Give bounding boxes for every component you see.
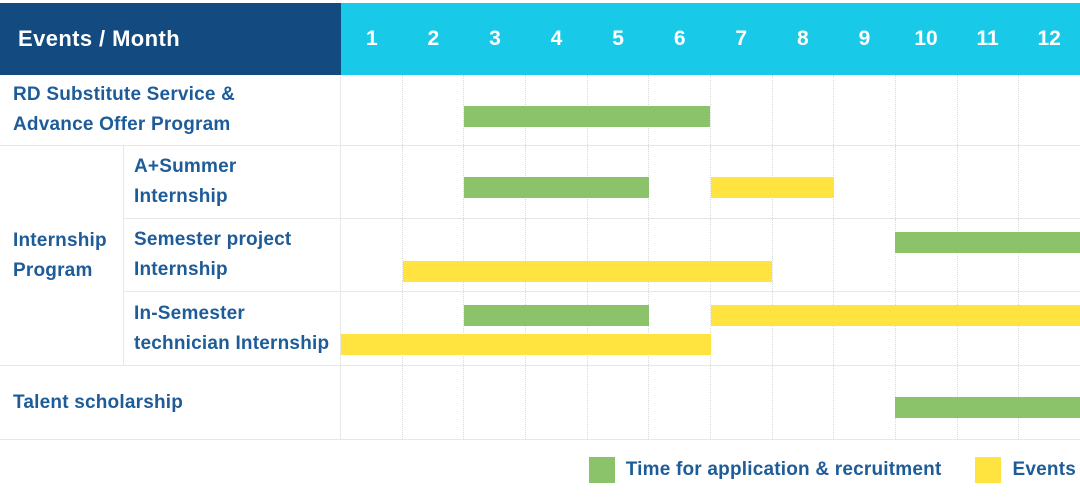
event-legend-swatch: [975, 457, 1001, 483]
month-column: [341, 75, 403, 145]
month-column: [834, 292, 896, 365]
row-chart-area: [341, 75, 1080, 145]
table-row: RD Substitute Service & Advance Offer Pr…: [0, 75, 1080, 146]
gantt-bar-event: [403, 261, 773, 282]
month-column: [403, 75, 465, 145]
row-label: RD Substitute Service & Advance Offer Pr…: [0, 75, 341, 145]
month-label: 1: [341, 3, 403, 75]
table-row: A+Summer Internship: [124, 146, 1080, 219]
row-chart-area: [341, 146, 1080, 218]
month-label: 9: [834, 3, 896, 75]
corner-title: Events / Month: [18, 26, 180, 52]
gantt-bar-application: [464, 177, 649, 198]
month-column: [403, 366, 465, 439]
month-column: [834, 219, 896, 291]
month-column: [958, 75, 1020, 145]
gantt-body: RD Substitute Service & Advance Offer Pr…: [0, 75, 1080, 440]
month-column: [773, 219, 835, 291]
month-column: [896, 146, 958, 218]
row-label: Talent scholarship: [0, 366, 341, 439]
month-column: [896, 75, 958, 145]
month-column: [834, 366, 896, 439]
gantt-bar-application: [464, 305, 649, 326]
table-row: Semester project Internship: [124, 219, 1080, 292]
application-legend-label: Time for application & recruitment: [626, 459, 942, 481]
month-column: [341, 219, 403, 291]
month-column: [1019, 75, 1080, 145]
gantt-bar-event: [711, 177, 834, 198]
gantt-bar-event: [341, 334, 711, 355]
month-label: 5: [587, 3, 649, 75]
month-column: [896, 292, 958, 365]
month-column: [711, 366, 773, 439]
row-chart-area: [341, 219, 1080, 291]
month-column: [773, 366, 835, 439]
month-column: [588, 366, 650, 439]
application-legend-swatch: [589, 457, 615, 483]
row-label: In-Semester technician Internship: [124, 292, 341, 365]
month-label: 4: [526, 3, 588, 75]
month-column: [896, 219, 958, 291]
month-column: [834, 146, 896, 218]
month-column: [1019, 146, 1080, 218]
row-chart-area: [341, 366, 1080, 439]
event-legend-label: Events: [1012, 459, 1076, 481]
month-column: [1019, 292, 1080, 365]
month-column: [649, 366, 711, 439]
gantt-bar-event: [711, 305, 1080, 326]
chart-legend: Time for application & recruitment Event…: [0, 457, 1080, 483]
month-column: [834, 75, 896, 145]
month-column: [773, 292, 835, 365]
table-row: Talent scholarship: [0, 366, 1080, 440]
month-column: [464, 366, 526, 439]
month-label: 8: [772, 3, 834, 75]
month-column: [711, 292, 773, 365]
month-label: 2: [403, 3, 465, 75]
month-column: [958, 146, 1020, 218]
month-column: [403, 146, 465, 218]
month-column: [958, 219, 1020, 291]
month-column: [1019, 219, 1080, 291]
row-label: Semester project Internship: [124, 219, 341, 291]
month-label: 11: [957, 3, 1019, 75]
month-label: 7: [710, 3, 772, 75]
month-column: [649, 146, 711, 218]
month-label: 10: [895, 3, 957, 75]
month-column: [341, 366, 403, 439]
month-label: 3: [464, 3, 526, 75]
month-label: 6: [649, 3, 711, 75]
month-column: [958, 292, 1020, 365]
row-chart-area: [341, 292, 1080, 365]
table-row: In-Semester technician Internship: [124, 292, 1080, 365]
month-column: [773, 75, 835, 145]
group-label-cell: Internship Program: [0, 146, 124, 365]
month-column: [341, 146, 403, 218]
gantt-bar-application: [895, 232, 1080, 253]
gantt-bar-application: [464, 106, 710, 127]
month-column: [526, 366, 588, 439]
table-corner-header: Events / Month: [0, 3, 341, 75]
gantt-bar-application: [895, 397, 1080, 418]
month-column: [711, 75, 773, 145]
row-label: A+Summer Internship: [124, 146, 341, 218]
month-label: 12: [1018, 3, 1080, 75]
